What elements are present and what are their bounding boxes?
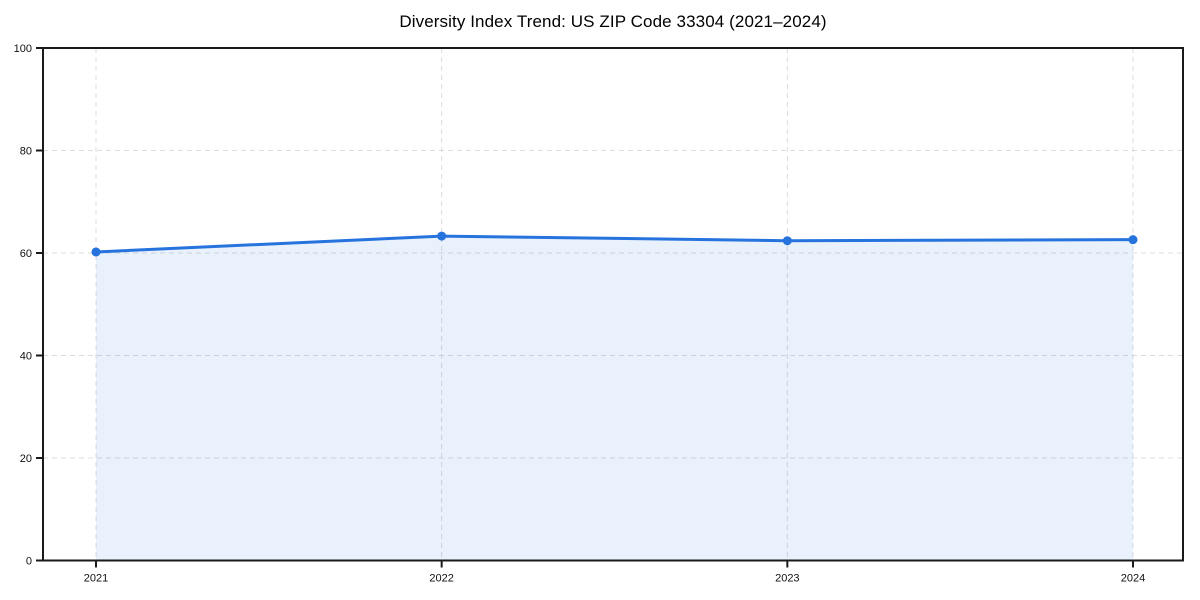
data-point [91, 247, 101, 257]
y-tick-label: 80 [20, 146, 32, 158]
x-tick-label: 2024 [1121, 573, 1145, 585]
area-fill [96, 236, 1133, 561]
x-tick-label: 2023 [775, 573, 799, 585]
y-tick-label: 20 [20, 453, 32, 465]
y-tick-label: 100 [14, 43, 32, 55]
trend-line [94, 234, 1135, 254]
plot-frame [42, 47, 1184, 562]
data-point [437, 231, 447, 241]
data-point [1128, 235, 1138, 245]
y-tick-label: 0 [26, 556, 32, 568]
data-point [782, 236, 792, 246]
x-tick-label: 2022 [429, 573, 453, 585]
y-tick-label: 60 [20, 248, 32, 260]
x-tick-label: 2021 [84, 573, 108, 585]
chart-title: Diversity Index Trend: US ZIP Code 33304… [399, 12, 827, 31]
y-tick-label: 40 [20, 351, 32, 363]
